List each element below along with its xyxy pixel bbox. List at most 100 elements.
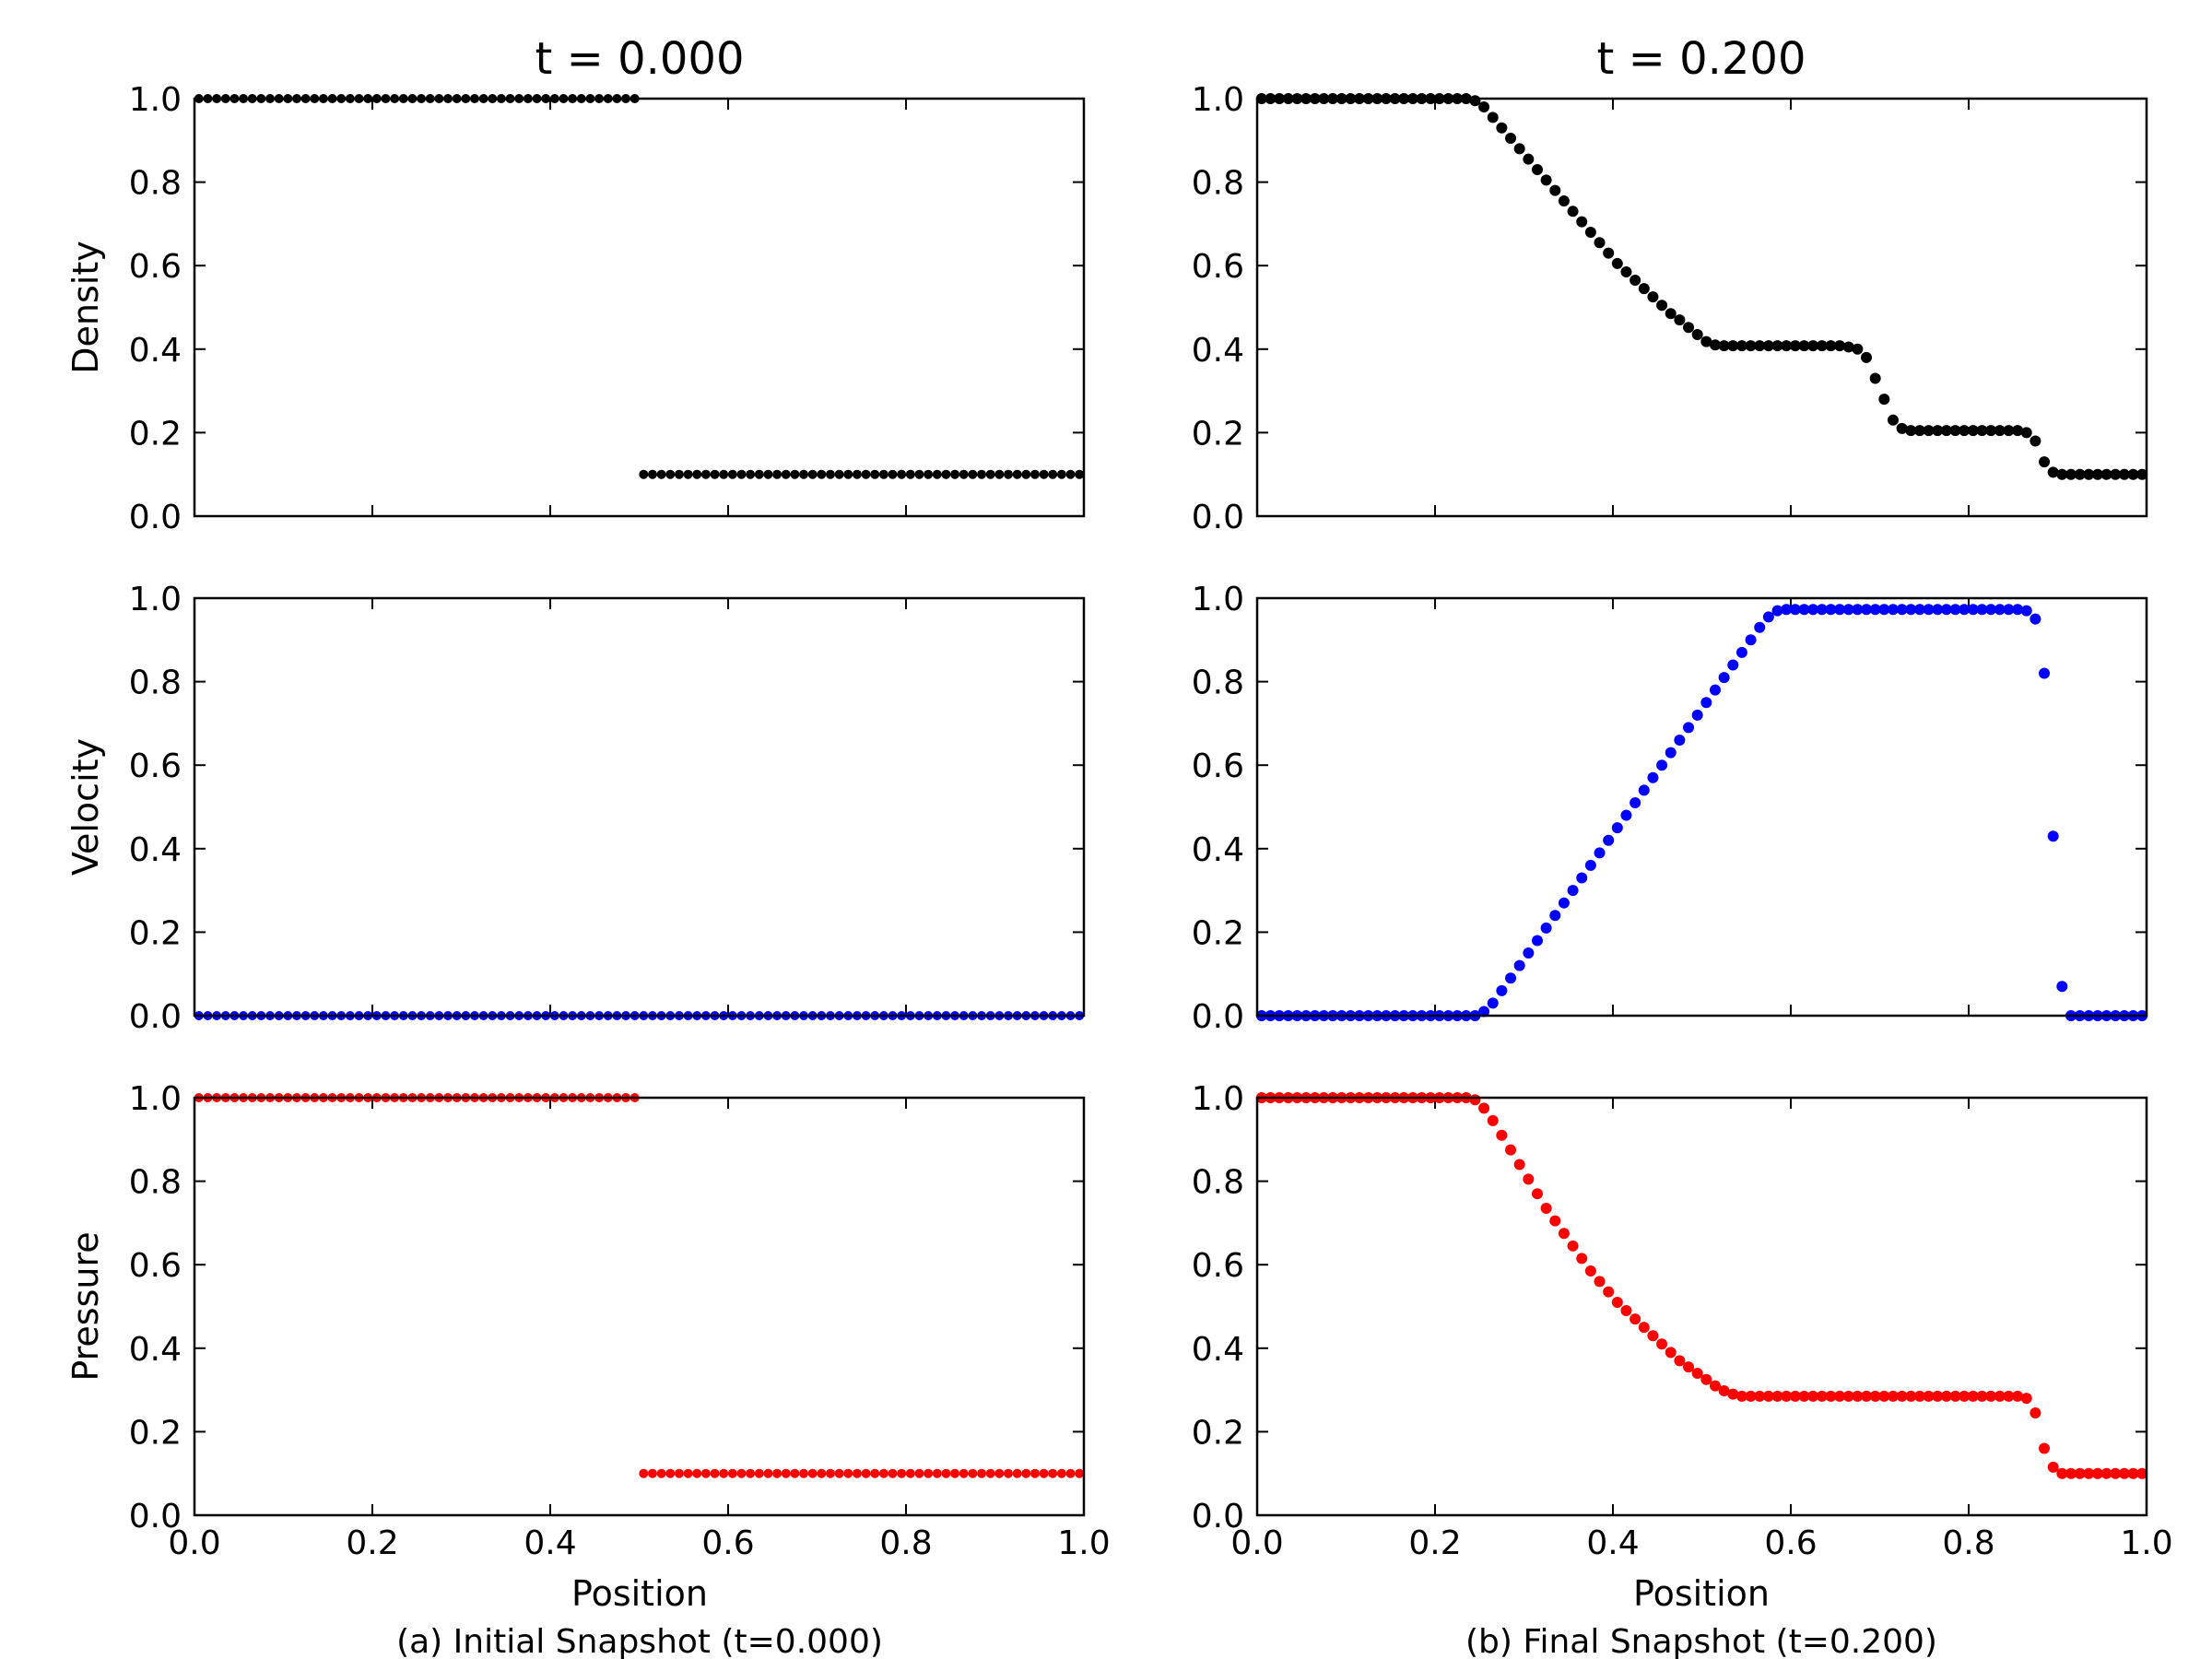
data-point: [1647, 1330, 1659, 1342]
data-point: [1523, 947, 1535, 959]
data-point: [1896, 422, 1908, 434]
data-point: [1478, 1102, 1490, 1114]
data-point: [1584, 1265, 1596, 1277]
data-point: [843, 469, 853, 479]
data-point: [994, 469, 1005, 479]
data-point: [1834, 604, 1846, 616]
data-point: [674, 1468, 684, 1478]
data-point: [1913, 425, 1925, 437]
data-point: [2020, 1393, 2032, 1405]
data-point: [2056, 1467, 2068, 1479]
data-point: [1896, 604, 1908, 616]
data-point: [1816, 604, 1828, 616]
data-point: [977, 1468, 987, 1478]
data-point: [1691, 328, 1703, 340]
data-point: [1949, 604, 1961, 616]
data-point: [878, 469, 888, 479]
data-point: [1869, 1390, 1881, 1402]
data-point: [1718, 340, 1730, 352]
data-point: [1825, 340, 1837, 352]
data-point: [1735, 1390, 1747, 1402]
x-axis-title-initial: Position: [571, 1573, 708, 1614]
data-point: [959, 1468, 969, 1478]
data-point: [1540, 174, 1552, 186]
y-tick-label: 0.4: [129, 1331, 182, 1369]
y-tick-label: 1.0: [1192, 1080, 1244, 1118]
data-point: [1781, 340, 1793, 352]
data-point: [1852, 343, 1864, 355]
data-point: [1994, 604, 2006, 616]
data-point: [1735, 340, 1747, 352]
y-tick-label: 1.0: [129, 1080, 182, 1118]
data-point: [1781, 1390, 1793, 1402]
y-tick-label: 0.0: [1192, 1498, 1244, 1535]
x-tick-label: 0.0: [1230, 1524, 1283, 1562]
data-point: [639, 1468, 649, 1478]
y-tick-label: 0.2: [1192, 415, 1244, 453]
y-tick-label: 0.6: [129, 747, 182, 785]
data-point: [834, 1468, 844, 1478]
data-point: [1021, 469, 1031, 479]
data-point: [870, 469, 880, 479]
panel-initial-velocity: 0.0 0.2 0.4 0.6 0.8 1.0 Velocity: [65, 581, 1086, 1036]
data-point: [905, 469, 915, 479]
data-point: [2136, 468, 2148, 480]
data-point: [1959, 1390, 1971, 1402]
data-point: [1940, 425, 1952, 437]
data-point: [639, 469, 649, 479]
data-point: [1549, 910, 1561, 922]
data-point: [2012, 1390, 2024, 1402]
data-point: [1878, 394, 1890, 406]
data-point: [807, 469, 818, 479]
plot-frame: [1255, 1096, 2148, 1517]
data-point: [2030, 613, 2041, 625]
data-point: [1691, 709, 1703, 721]
data-point: [656, 1468, 666, 1478]
data-point: [1745, 1390, 1757, 1402]
x-tick-label: 0.4: [524, 1524, 576, 1562]
data-point: [1976, 1390, 1988, 1402]
data-point: [1913, 1390, 1925, 1402]
data-point: [1869, 372, 1881, 384]
data-point: [1985, 1390, 1997, 1402]
data-point: [1594, 237, 1606, 249]
data-point: [905, 1468, 915, 1478]
data-point: [1567, 1240, 1579, 1252]
data-point: [852, 1468, 862, 1478]
data-point: [1905, 1390, 1917, 1402]
data-point: [763, 469, 773, 479]
data-point: [1576, 216, 1588, 228]
data-point: [1576, 872, 1588, 884]
data-point: [1611, 822, 1623, 834]
data-point: [1967, 1390, 1979, 1402]
data-point: [1878, 1390, 1890, 1402]
data-point: [1630, 796, 1641, 808]
data-point: [932, 469, 942, 479]
data-point: [1887, 1390, 1899, 1402]
data-point: [727, 469, 737, 479]
data-point: [817, 469, 827, 479]
y-tick-label: 0.0: [129, 998, 182, 1036]
data-point: [1647, 771, 1659, 783]
data-point: [1603, 1286, 1615, 1298]
data-point: [1709, 684, 1721, 696]
data-point: [2074, 1467, 2086, 1479]
y-tick-label: 0.0: [129, 499, 182, 536]
data-point: [2127, 1467, 2139, 1479]
data-point: [2100, 1467, 2112, 1479]
panel-final-pressure: 0.0 0.2 0.4 0.6 0.8 1.0 0.0 0.2 0.4 0.6 0.8 1.0: [1192, 1080, 2173, 1562]
data-point: [656, 469, 666, 479]
data-point: [1816, 1390, 1828, 1402]
data-point: [2136, 1467, 2148, 1479]
data-point: [977, 469, 987, 479]
data-point: [852, 469, 862, 479]
data-point: [897, 1468, 907, 1478]
data-point: [1959, 425, 1971, 437]
data-point: [1852, 604, 1864, 616]
data-point: [1932, 1390, 1944, 1402]
column-title-final: t = 0.200: [1597, 33, 1806, 85]
data-point: [968, 469, 978, 479]
data-point: [2100, 468, 2112, 480]
data-point: [1567, 885, 1579, 897]
data-point: [1056, 1468, 1066, 1478]
